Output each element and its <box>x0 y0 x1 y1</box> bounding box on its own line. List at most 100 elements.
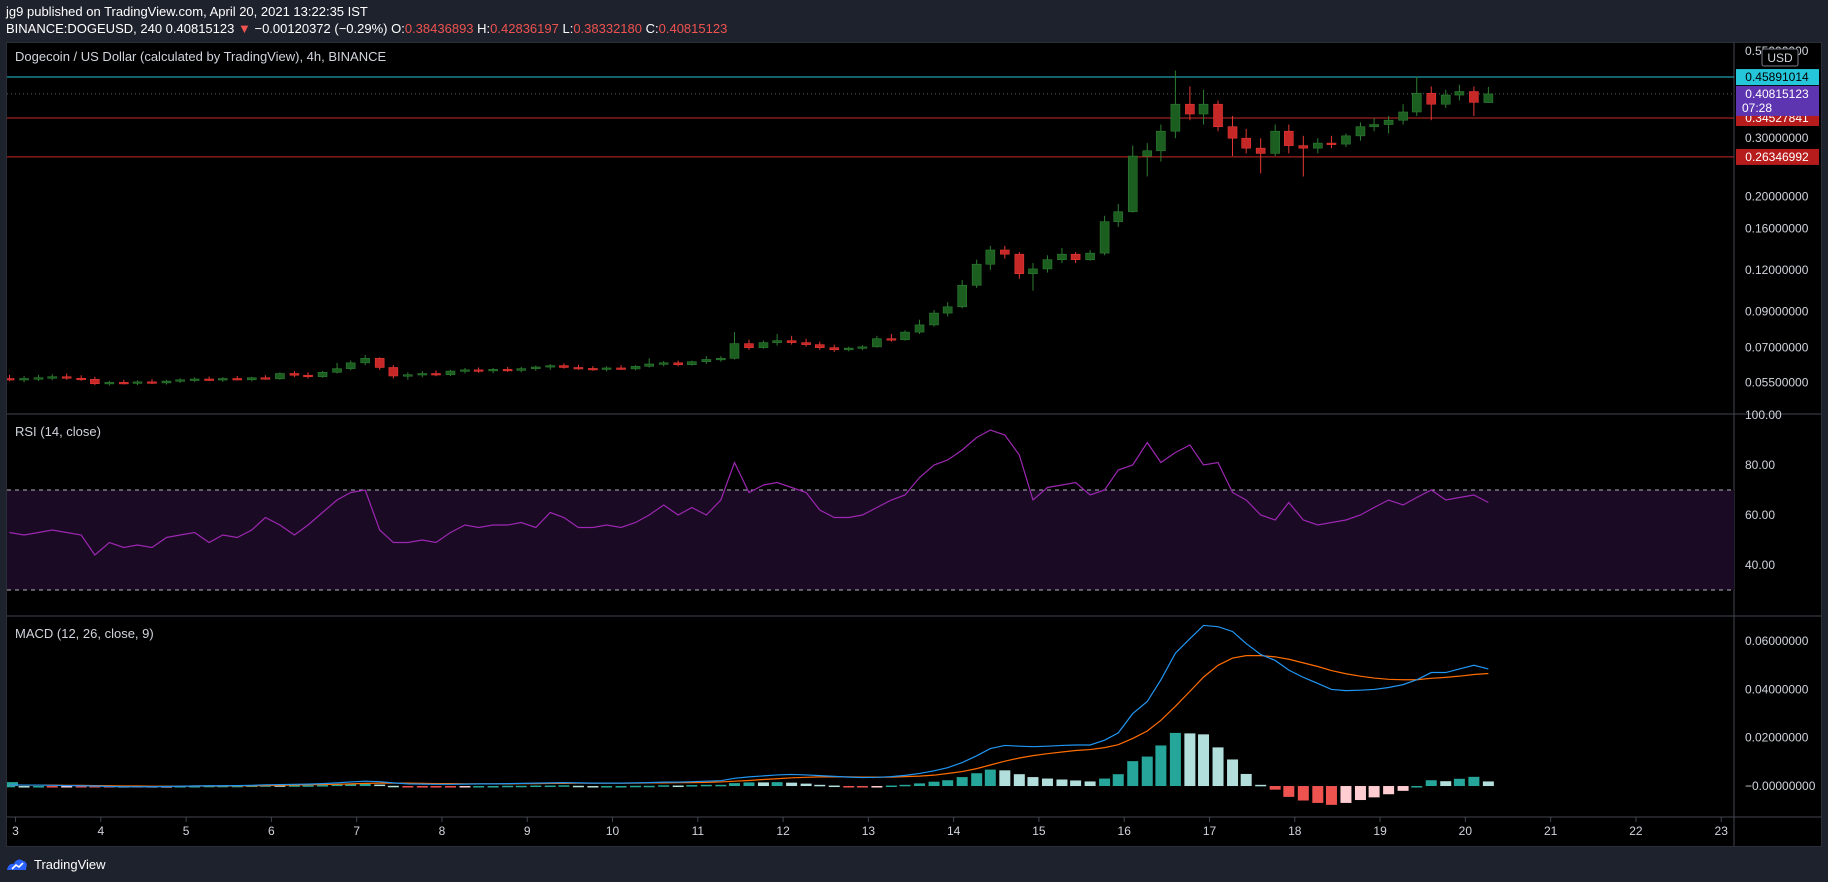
rsi-pane-title: RSI (14, close) <box>15 424 101 439</box>
macd-histogram-bar <box>1340 786 1352 803</box>
macd-histogram-bar <box>984 769 996 787</box>
candle-body <box>1255 147 1266 154</box>
high-label: H: <box>477 21 491 36</box>
chart-svg[interactable]: 0.550000000.400000000.300000000.20000000… <box>4 43 1821 846</box>
candle-body <box>957 284 967 308</box>
macd-histogram-bar <box>359 783 371 787</box>
price-tick-label: 0.09000000 <box>1745 305 1809 319</box>
author-name[interactable]: jg9 <box>6 4 24 19</box>
macd-histogram-bar <box>856 786 868 788</box>
macd-histogram-bar <box>374 784 386 787</box>
macd-histogram-bar <box>686 785 698 787</box>
candle-body <box>942 306 953 314</box>
brand-label[interactable]: TradingView <box>34 856 106 872</box>
time-tick-label: 17 <box>1203 824 1217 838</box>
time-tick-label: 3 <box>12 824 19 838</box>
macd-tick-label: −0.00000000 <box>1745 779 1816 793</box>
candle-body <box>1000 249 1010 255</box>
candle-body <box>445 370 456 376</box>
candle-body <box>246 377 257 381</box>
currency-badge[interactable]: USD <box>1761 48 1799 67</box>
macd-histogram-bar <box>1368 786 1380 798</box>
time-tick-label: 9 <box>524 824 531 838</box>
time-tick-label: 19 <box>1373 824 1387 838</box>
macd-histogram-bar <box>630 785 642 788</box>
signal-line <box>9 655 1489 787</box>
macd-histogram-bar <box>189 786 201 788</box>
time-tick-label: 5 <box>183 824 190 838</box>
candle-body <box>1127 155 1138 213</box>
candle-body <box>616 367 626 370</box>
candle-body <box>1355 126 1366 137</box>
currency-label: USD <box>1767 51 1793 65</box>
candle-body <box>1454 91 1465 96</box>
macd-histogram-bar <box>843 786 855 788</box>
last-price: 0.40815123 <box>165 21 235 36</box>
macd-histogram-bar <box>971 773 983 787</box>
candle-body <box>658 362 669 365</box>
candle-body <box>119 382 129 385</box>
candle-body <box>900 331 910 340</box>
candle-body <box>1383 119 1394 125</box>
tradingview-logo-icon[interactable] <box>6 857 28 871</box>
publish-text: published on TradingView.com, April 20, … <box>26 4 368 19</box>
macd-histogram-bar <box>615 786 627 788</box>
price-change: −0.00120372 (−0.29%) <box>254 21 388 36</box>
price-tick-label: 0.16000000 <box>1745 222 1809 236</box>
candle-body <box>332 368 342 373</box>
macd-histogram-bar <box>1184 733 1196 787</box>
candle-body <box>417 373 428 376</box>
candle-body <box>857 346 868 349</box>
candle-body <box>345 362 356 369</box>
candle-body <box>1070 253 1081 260</box>
price-tick-label: 0.05500000 <box>1745 375 1809 389</box>
candle-body <box>530 366 541 369</box>
candle-body <box>758 342 769 348</box>
candle-body <box>90 378 100 384</box>
macd-histogram-bar <box>914 783 926 787</box>
macd-histogram-bar <box>715 784 727 787</box>
macd-histogram-bar <box>515 785 527 788</box>
candle-body <box>204 378 214 381</box>
rsi-band <box>7 490 1734 590</box>
candle-body <box>801 342 811 345</box>
macd-histogram-bar <box>1084 781 1096 787</box>
time-tick-label: 11 <box>692 824 705 838</box>
macd-histogram-bar <box>956 777 968 787</box>
macd-histogram-bar <box>1354 786 1366 801</box>
candle-body <box>687 361 697 365</box>
macd-pane: 0.06000000 0.04000000 0.02000000 −0.0000000… <box>4 624 1816 805</box>
time-tick-label: 7 <box>353 824 360 838</box>
candle-body <box>104 382 115 385</box>
candle-body <box>147 381 157 384</box>
candle-body <box>971 263 982 286</box>
candle-body <box>4 378 15 381</box>
macd-histogram-bar <box>1312 786 1324 803</box>
macd-histogram-bar <box>473 786 485 788</box>
time-tick-label: 13 <box>862 824 876 838</box>
candle-body <box>460 369 470 372</box>
time-tick-label: 10 <box>606 824 620 838</box>
macd-histogram-bar <box>728 783 740 787</box>
last-price-label: 0.40815123 <box>1745 87 1809 101</box>
macd-histogram-bar <box>430 786 442 788</box>
macd-histogram-bar <box>1453 778 1465 787</box>
macd-histogram-bar <box>800 783 812 787</box>
candle-body <box>829 347 840 351</box>
time-axis[interactable]: 3 4 5 6 7 8 9 10 11 12 13 14 15 16 17 18 19 20 21 22 23 <box>12 817 1728 838</box>
macd-histogram-bar <box>1227 759 1239 787</box>
macd-histogram-bar <box>1155 745 1167 787</box>
low-value: 0.38332180 <box>573 21 642 36</box>
macd-histogram-bar <box>33 786 45 788</box>
level-badge <box>1736 148 1819 165</box>
time-tick-label: 18 <box>1288 824 1302 838</box>
macd-histogram-bar <box>1099 778 1111 787</box>
chart-frame[interactable]: 0.550000000.400000000.300000000.20000000… <box>4 42 1822 847</box>
price-tick-label: 0.07000000 <box>1745 341 1809 355</box>
candle-body <box>1113 211 1124 222</box>
macd-histogram-bar <box>1027 777 1039 787</box>
macd-histogram-bar <box>558 785 570 787</box>
candle-body <box>1170 103 1181 132</box>
macd-line <box>9 624 1489 788</box>
macd-histogram-bar <box>530 785 542 788</box>
